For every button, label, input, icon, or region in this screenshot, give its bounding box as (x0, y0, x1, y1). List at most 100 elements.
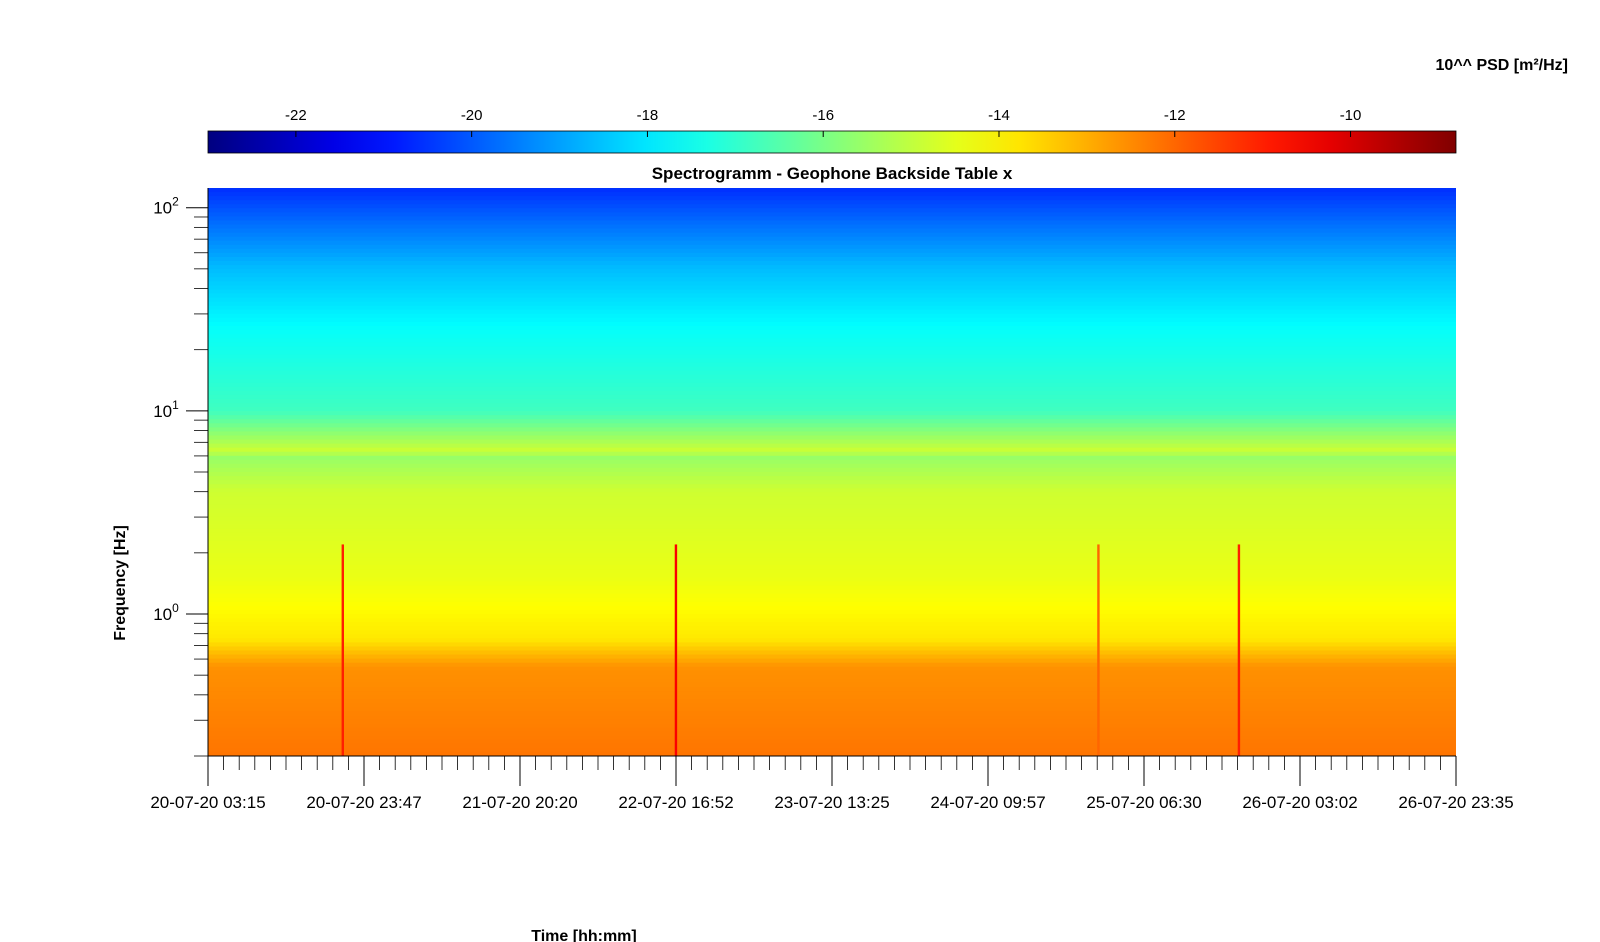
spectrogram-band (208, 601, 1456, 607)
x-tick-label: 26-07-20 23:35 (1398, 793, 1513, 812)
spectrogram-band (208, 524, 1456, 530)
spectrogram-band (208, 553, 1456, 558)
spectrogram-band (208, 707, 1456, 712)
spectrogram-band (208, 252, 1456, 258)
spectrogram-band (208, 338, 1456, 343)
spectrogram-band (208, 350, 1456, 355)
spectrogram-band (208, 398, 1456, 404)
spectrogram-band (208, 638, 1456, 643)
x-tick-label: 20-07-20 23:47 (306, 793, 421, 812)
spectrogram-band (208, 577, 1456, 583)
spectrogram-band (208, 626, 1456, 631)
spectrogram-band (208, 484, 1456, 489)
colorbar-ticks: -22 -20 -18 -16 -14 -12 -10 (285, 107, 1361, 137)
spectrogram-band (208, 593, 1456, 599)
spectrogram-band (208, 204, 1456, 209)
spectrogram-band (208, 196, 1456, 201)
spectrogram-band (208, 236, 1456, 242)
y-tick-label: 101 (153, 398, 179, 421)
spectrogram-band (208, 240, 1456, 246)
transient-event-mark (1097, 544, 1100, 756)
spectrogram-band (208, 622, 1456, 627)
spectrogram-band (208, 605, 1456, 611)
spectrogram-band (208, 228, 1456, 234)
spectrogram-band (208, 370, 1456, 376)
chart-title: Spectrogramm - Geophone Backside Table x (652, 164, 1013, 183)
spectrogram-band (208, 317, 1456, 323)
colorbar-tick-label: -10 (1340, 107, 1362, 124)
spectrogram-band (208, 731, 1456, 737)
spectrogram-band (208, 751, 1456, 756)
spectrogram-band (208, 261, 1456, 266)
spectrogram-band (208, 451, 1456, 457)
spectrogram-band (208, 297, 1456, 303)
spectrogram-band (208, 423, 1456, 428)
spectrogram-band (208, 557, 1456, 562)
spectrogram-band (208, 216, 1456, 222)
spectrogram-band (208, 419, 1456, 424)
spectrogram-band (208, 443, 1456, 449)
spectrogram-band (208, 427, 1456, 433)
spectrogram-band (208, 325, 1456, 331)
spectrogram-band (208, 723, 1456, 729)
spectrogram-band (208, 658, 1456, 664)
spectrogram-band (208, 581, 1456, 587)
spectrogram-band (208, 334, 1456, 339)
spectrogram-band (208, 532, 1456, 538)
spectrogram-band (208, 549, 1456, 554)
colorbar-tick-label: -18 (637, 107, 659, 124)
spectrogram-band (208, 512, 1456, 518)
spectrogram-band (208, 670, 1456, 676)
spectrogram-band (208, 528, 1456, 534)
spectrogram-band (208, 342, 1456, 347)
spectrogram-band (208, 739, 1456, 745)
spectrogram-band (208, 188, 1456, 193)
colorbar-tick-label: -20 (461, 107, 483, 124)
spectrogram-band (208, 500, 1456, 506)
spectrogram-band (208, 403, 1456, 408)
spectrogram-band (208, 269, 1456, 274)
spectrogram-band (208, 305, 1456, 311)
spectrogram-band (208, 504, 1456, 510)
spectrogram-band (208, 711, 1456, 717)
colorbar-gradient (207, 130, 1457, 154)
spectrogram-band (208, 496, 1456, 501)
spectrogram-band (208, 654, 1456, 660)
spectrogram-band (208, 301, 1456, 307)
spectrogram-band (208, 569, 1456, 575)
spectrogram-band (208, 220, 1456, 226)
spectrogram-band (208, 545, 1456, 550)
spectrogram-band (208, 378, 1456, 384)
spectrogram-band (208, 662, 1456, 668)
spectrogram-band (208, 589, 1456, 595)
spectrogram-band (208, 630, 1456, 635)
spectrogram-band (208, 411, 1456, 416)
spectrogram-band (208, 678, 1456, 684)
transient-event-mark (674, 544, 678, 756)
spectrogram-band (208, 699, 1456, 704)
transient-events (341, 544, 1241, 756)
spectrogram-band (208, 650, 1456, 656)
spectrogram-band (208, 346, 1456, 351)
spectrogram-band (208, 358, 1456, 364)
x-tick-label: 22-07-20 16:52 (618, 793, 733, 812)
x-tick-label: 20-07-20 03:15 (150, 793, 265, 812)
colorbar-label: 10^^ PSD [m²/Hz] (1436, 57, 1568, 74)
spectrogram-band (208, 508, 1456, 514)
spectrogram-band (208, 703, 1456, 708)
spectrogram-band (208, 597, 1456, 603)
spectrogram-band (208, 382, 1456, 388)
y-tick-label: 100 (153, 601, 179, 624)
spectrogram-band (208, 540, 1456, 546)
spectrogram-band (208, 480, 1456, 485)
spectrogram-band (208, 390, 1456, 396)
colorbar-tick-label: -22 (285, 107, 307, 124)
spectrogram-band (208, 394, 1456, 400)
spectrogram-band (208, 330, 1456, 335)
spectrogram-band (208, 208, 1456, 213)
spectrogram-band (208, 455, 1456, 461)
spectrogram-band (208, 415, 1456, 420)
spectrogram-band (208, 666, 1456, 672)
x-tick-label: 26-07-20 03:02 (1242, 793, 1357, 812)
